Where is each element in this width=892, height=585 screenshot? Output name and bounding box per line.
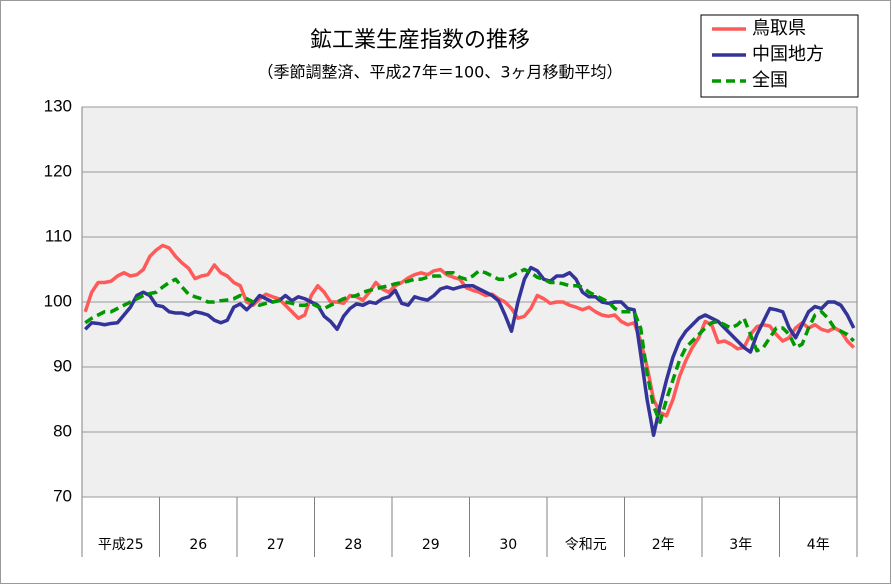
series-line xyxy=(83,243,856,418)
x-tick-label: 30 xyxy=(499,537,517,553)
y-tick-label: 70 xyxy=(53,486,72,505)
x-tick-label: 27 xyxy=(267,537,285,553)
y-tick-label: 120 xyxy=(44,161,72,180)
x-tick-label: 2年 xyxy=(652,537,675,553)
x-tick-label: 29 xyxy=(422,537,440,553)
x-tick-label: 令和元 xyxy=(565,537,607,553)
series-line xyxy=(83,265,856,437)
x-tick-label: 26 xyxy=(189,537,207,553)
x-tick-label: 28 xyxy=(344,537,362,553)
chart-subtitle: （季節調整済、平成27年＝100、3ヶ月移動平均） xyxy=(257,63,622,82)
y-tick-label: 80 xyxy=(53,421,72,440)
legend-label: 鳥取県 xyxy=(752,18,806,39)
legend-label: 中国地方 xyxy=(752,44,824,65)
y-tick-label: 110 xyxy=(45,226,72,245)
x-tick-label: 4年 xyxy=(807,537,830,553)
y-tick-label: 90 xyxy=(53,356,72,375)
y-tick-label: 100 xyxy=(44,291,72,310)
y-tick-label: 130 xyxy=(44,96,72,115)
chart-title: 鉱工業生産指数の推移 xyxy=(310,28,530,53)
series-line xyxy=(84,267,856,424)
x-tick-label: 3年 xyxy=(729,537,752,553)
x-tick-label: 平成25 xyxy=(98,537,144,553)
legend-label: 全国 xyxy=(752,70,788,91)
